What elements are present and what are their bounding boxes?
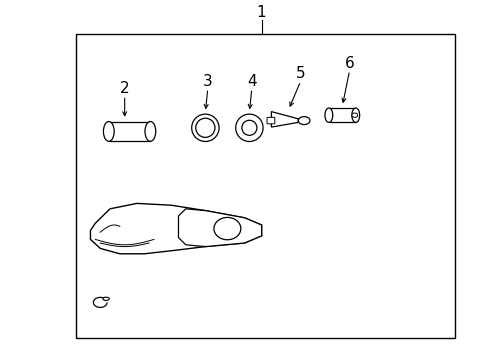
Ellipse shape <box>195 118 215 138</box>
Ellipse shape <box>102 297 109 300</box>
Bar <box>108 122 150 141</box>
Ellipse shape <box>144 122 155 141</box>
Text: 5: 5 <box>295 66 305 81</box>
Ellipse shape <box>103 122 114 141</box>
Text: 3: 3 <box>203 73 212 89</box>
Text: 6: 6 <box>344 55 354 71</box>
Text: 4: 4 <box>246 73 256 89</box>
Ellipse shape <box>324 108 332 122</box>
Circle shape <box>351 113 357 117</box>
Polygon shape <box>178 209 261 247</box>
Ellipse shape <box>191 114 219 141</box>
Ellipse shape <box>351 108 359 122</box>
Ellipse shape <box>242 120 256 135</box>
Ellipse shape <box>235 114 263 141</box>
Ellipse shape <box>214 217 240 240</box>
FancyBboxPatch shape <box>266 117 274 124</box>
Text: 1: 1 <box>256 5 266 20</box>
Text: 2: 2 <box>120 81 129 96</box>
Bar <box>76 34 454 338</box>
Polygon shape <box>271 112 298 127</box>
Bar <box>328 108 355 122</box>
Polygon shape <box>90 203 261 254</box>
Ellipse shape <box>298 117 309 125</box>
